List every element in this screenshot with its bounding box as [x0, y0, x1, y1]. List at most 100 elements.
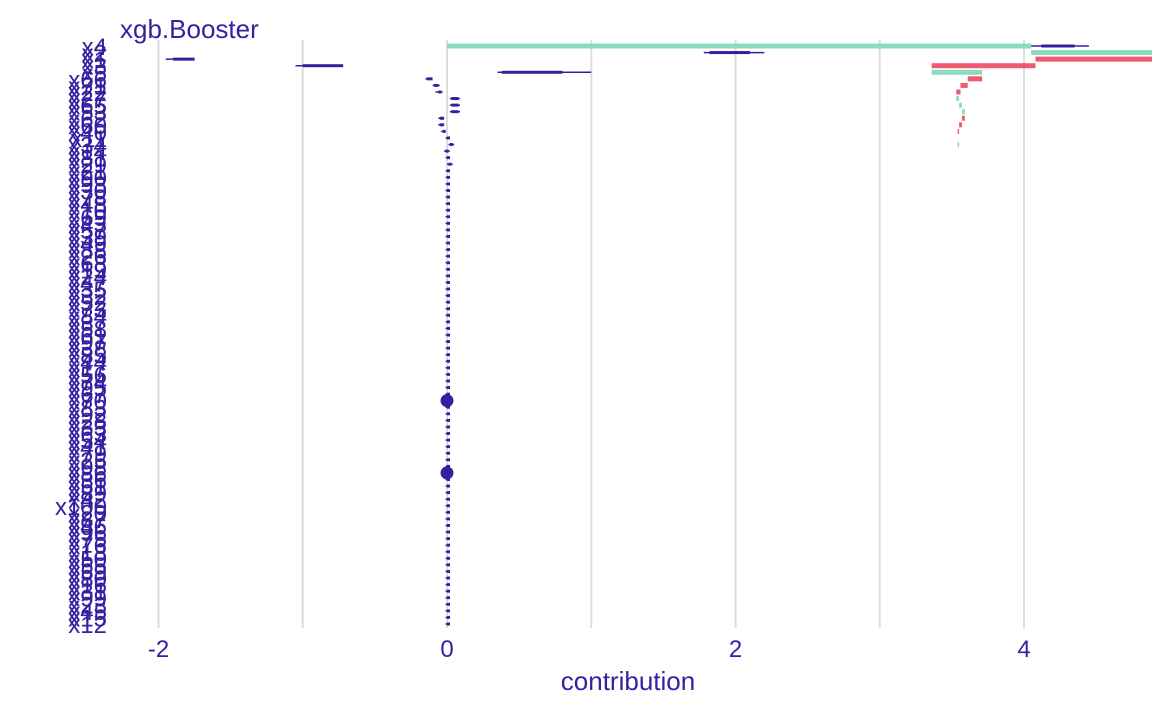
y-label-x23: x23 [68, 592, 107, 619]
uncertainty-boxplots [165, 44, 1089, 626]
y-label-x29: x29 [68, 152, 107, 179]
y-label-x81: x81 [68, 146, 107, 173]
y-label-x17: x17 [68, 356, 107, 383]
box-x97 [447, 340, 450, 344]
y-label-x54: x54 [68, 428, 107, 455]
box-x26 [447, 254, 450, 258]
y-label-x66: x66 [68, 67, 107, 94]
box-x56 [447, 372, 450, 376]
y-label-x47: x47 [68, 270, 107, 297]
y-label-x24: x24 [68, 264, 107, 291]
box-x78 [447, 195, 450, 199]
bar-x5 [931, 69, 983, 75]
y-label-x20: x20 [68, 500, 107, 527]
y-label-x74: x74 [68, 369, 107, 396]
y-label-x44: x44 [68, 349, 107, 376]
y-label-x19: x19 [68, 257, 107, 284]
y-label-x15: x15 [68, 605, 107, 632]
box-x2 [709, 51, 750, 55]
box-x89 [447, 491, 450, 495]
y-label-x55: x55 [68, 553, 107, 580]
y-label-x95: x95 [68, 376, 107, 403]
y-label-x21: x21 [68, 159, 107, 186]
bar-x4 [447, 43, 1032, 49]
x-axis-ticks: -2 0 2 4 [148, 636, 1031, 663]
box-x59 [447, 569, 450, 573]
box-x5 [501, 70, 563, 74]
y-label-x92: x92 [68, 402, 107, 429]
y-label-x22: x22 [68, 80, 107, 107]
box-x83 [447, 405, 450, 409]
y-label-x87: x87 [68, 507, 107, 534]
box-x19 [447, 267, 450, 271]
box-x30 [447, 189, 450, 192]
box-x75 [447, 537, 450, 541]
box-x31 [447, 589, 450, 593]
y-label-x79: x79 [68, 441, 107, 468]
y-label-x2: x2 [82, 41, 107, 68]
y-label-x71: x71 [68, 73, 107, 100]
box-x74 [447, 379, 450, 383]
y-label-x28: x28 [68, 408, 107, 435]
box-x69 [447, 215, 450, 219]
y-label-x32: x32 [68, 284, 107, 311]
box-x58 [447, 326, 450, 330]
y-label-x3: x3 [82, 54, 107, 81]
box-x100 [447, 504, 450, 508]
y-label-x80: x80 [68, 566, 107, 593]
box-x45 [447, 609, 450, 613]
y-label-x14: x14 [68, 139, 107, 166]
bar-x66 [967, 76, 983, 82]
box-x73 [447, 307, 450, 311]
box-x81 [447, 156, 450, 160]
y-label-x68: x68 [68, 251, 107, 278]
y-label-x50: x50 [68, 546, 107, 573]
box-x20 [447, 510, 450, 514]
y-label-x34: x34 [68, 133, 107, 160]
y-label-x5: x5 [82, 60, 107, 87]
box-x15 [447, 615, 450, 619]
y-label-x35: x35 [68, 277, 107, 304]
y-label-x57: x57 [68, 218, 107, 245]
y-label-x83: x83 [68, 395, 107, 422]
box-x55 [447, 563, 450, 567]
box-x65 [451, 103, 459, 107]
box-x51 [447, 484, 450, 488]
y-label-x10: x10 [68, 198, 107, 225]
box-x88 [447, 248, 450, 252]
box-x25 [447, 458, 450, 462]
box-x35 [447, 287, 450, 291]
y-label-x41: x41 [68, 435, 107, 462]
box-x85 [447, 353, 450, 357]
y-label-x78: x78 [68, 185, 107, 212]
y-label-x31: x31 [68, 579, 107, 606]
bar-x22 [956, 89, 961, 95]
box-x67 [447, 392, 450, 396]
box-x57 [447, 228, 450, 232]
y-label-x90: x90 [68, 165, 107, 192]
y-label-x45: x45 [68, 599, 107, 626]
box-x40 [442, 129, 446, 133]
box-x16 [447, 583, 450, 587]
y-label-x65: x65 [68, 93, 107, 120]
x-tick-label: -2 [148, 636, 169, 663]
box-x29 [448, 162, 452, 166]
box-x3 [302, 64, 344, 68]
box-x24 [447, 274, 450, 278]
y-label-x73: x73 [68, 297, 107, 324]
y-axis-labels: x4x2x1x3x5x66x71x22x27x65x53x62x60x40x11… [55, 34, 107, 639]
y-label-x48: x48 [68, 192, 107, 219]
y-label-x38: x38 [68, 336, 107, 363]
bar-x65 [959, 102, 962, 108]
y-label-x89: x89 [68, 481, 107, 508]
y-label-x98: x98 [68, 454, 107, 481]
y-label-x76: x76 [68, 533, 107, 560]
y-label-x84: x84 [68, 303, 107, 330]
box-x53 [451, 110, 459, 114]
y-label-x61: x61 [68, 323, 107, 350]
box-x21 [447, 169, 450, 173]
box-x32 [447, 294, 450, 298]
bar-x40 [957, 128, 960, 134]
y-label-x69: x69 [68, 205, 107, 232]
